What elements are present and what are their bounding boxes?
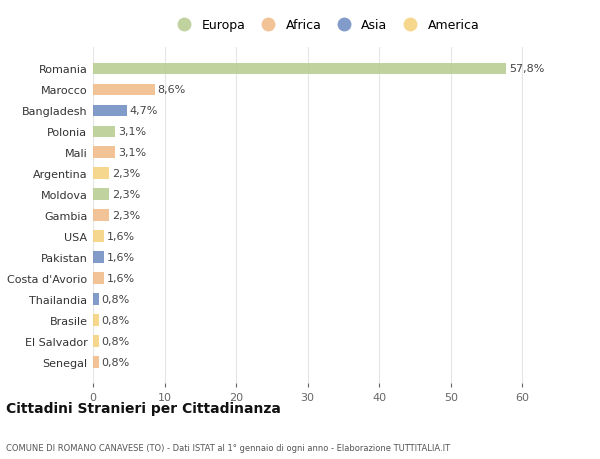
Bar (93, 105, 127, 117)
Text: 0,8%: 0,8% (101, 295, 130, 304)
Bar (93, 357, 99, 368)
Text: 1,6%: 1,6% (107, 252, 136, 263)
Text: 2,3%: 2,3% (112, 169, 140, 179)
Bar (93, 273, 104, 284)
Text: 57,8%: 57,8% (509, 64, 545, 74)
Bar (93, 63, 506, 75)
Text: 8,6%: 8,6% (157, 85, 185, 95)
Text: 0,8%: 0,8% (101, 315, 130, 325)
Bar (93, 126, 115, 138)
Bar (93, 294, 99, 305)
Bar (93, 189, 109, 201)
Bar (93, 231, 104, 242)
Text: 3,1%: 3,1% (118, 127, 146, 137)
Bar (93, 168, 109, 179)
Text: Cittadini Stranieri per Cittadinanza: Cittadini Stranieri per Cittadinanza (6, 402, 281, 415)
Bar (93, 252, 104, 263)
Bar (93, 210, 109, 222)
Bar (93, 315, 99, 326)
Text: 1,6%: 1,6% (107, 232, 136, 241)
Bar (93, 147, 115, 159)
Text: 0,8%: 0,8% (101, 357, 130, 367)
Legend: Europa, Africa, Asia, America: Europa, Africa, Asia, America (167, 14, 484, 37)
Text: 2,3%: 2,3% (112, 211, 140, 221)
Text: COMUNE DI ROMANO CANAVESE (TO) - Dati ISTAT al 1° gennaio di ogni anno - Elabora: COMUNE DI ROMANO CANAVESE (TO) - Dati IS… (6, 443, 450, 452)
Bar (93, 84, 155, 96)
Text: 2,3%: 2,3% (112, 190, 140, 200)
Text: 4,7%: 4,7% (130, 106, 158, 116)
Text: 3,1%: 3,1% (118, 148, 146, 158)
Text: 0,8%: 0,8% (101, 336, 130, 347)
Text: 1,6%: 1,6% (107, 274, 136, 284)
Bar (93, 336, 99, 347)
